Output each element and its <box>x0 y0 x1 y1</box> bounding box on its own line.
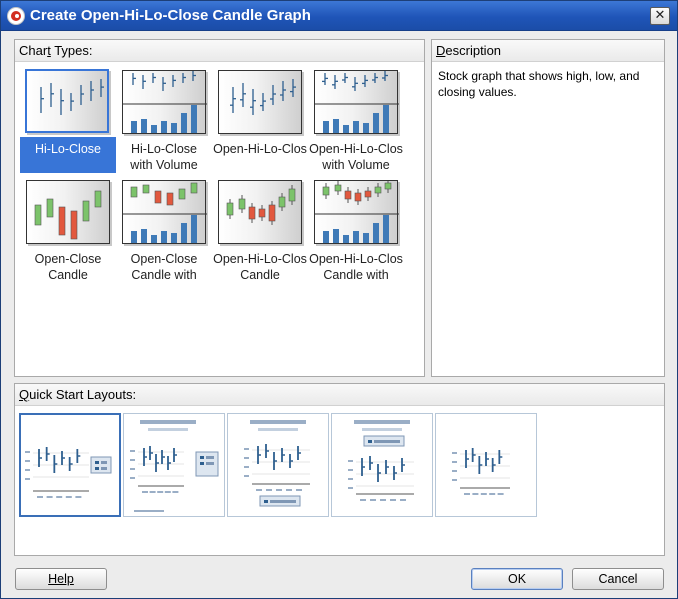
chart-type-label: Hi-Lo-Close <box>20 137 116 173</box>
chart-type-label: Open-Hi-Lo-Clos with Volume <box>309 142 403 172</box>
open-hi-lo-close-chart-icon <box>218 70 302 134</box>
chart-type-label: Open-Close Candle <box>34 252 102 282</box>
chart-type-hi-lo-close[interactable]: Hi-Lo-Close <box>20 67 116 175</box>
hi-lo-close-volume-chart-icon <box>122 70 207 134</box>
chart-type-open-close-candle-volume[interactable]: Open-Close Candle with <box>116 177 212 285</box>
close-button[interactable]: ✕ <box>650 7 670 25</box>
open-close-candle-chart-icon <box>26 180 110 244</box>
chart-type-open-close-candle[interactable]: Open-Close Candle <box>20 177 116 285</box>
layout-legend-right[interactable] <box>19 413 121 517</box>
open-hi-lo-close-candle-chart-icon <box>218 180 302 244</box>
chart-type-label: Open-Close Candle with <box>130 252 198 282</box>
description-label: Description <box>436 43 502 58</box>
help-button[interactable]: Help <box>15 568 107 590</box>
description-panel: Description Stock graph that shows high,… <box>431 39 665 377</box>
ok-button[interactable]: OK <box>471 568 563 590</box>
layout-title-legend-right[interactable] <box>123 413 225 517</box>
cancel-button[interactable]: Cancel <box>572 568 664 590</box>
app-icon <box>7 7 25 25</box>
open-hi-lo-close-volume-chart-icon <box>314 70 399 134</box>
chart-type-open-hi-lo-close-candle-volume[interactable]: Open-Hi-Lo-Clos Candle with <box>308 177 404 285</box>
chart-type-label: Open-Hi-Lo-Clos <box>213 142 307 156</box>
title-bar[interactable]: Create Open-Hi-Lo-Close Candle Graph ✕ <box>1 1 677 31</box>
layout-title-legend-top[interactable] <box>331 413 433 517</box>
chart-types-label: Chart Types: <box>19 43 93 58</box>
chart-type-label: Open-Hi-Lo-Clos Candle with <box>309 252 403 282</box>
window-title: Create Open-Hi-Lo-Close Candle Graph <box>30 7 311 24</box>
layout-title-legend-bottom[interactable] <box>227 413 329 517</box>
quick-start-panel: Quick Start Layouts: <box>14 383 665 556</box>
chart-types-panel: Chart Types: Hi-Lo-Close Hi-Lo-Close with… <box>14 39 425 377</box>
chart-type-open-hi-lo-close[interactable]: Open-Hi-Lo-Clos <box>212 67 308 175</box>
open-close-candle-volume-chart-icon <box>122 180 207 244</box>
chart-type-label: Hi-Lo-Close with Volume <box>130 142 198 172</box>
description-text: Stock graph that shows high, low, and cl… <box>438 69 640 99</box>
layout-plain[interactable] <box>435 413 537 517</box>
open-hi-lo-close-candle-volume-chart-icon <box>314 180 399 244</box>
chart-type-label: Open-Hi-Lo-Clos Candle <box>213 252 307 282</box>
hi-lo-close-chart-icon <box>25 69 109 133</box>
help-button-label: Help <box>48 572 74 586</box>
chart-type-open-hi-lo-close-candle[interactable]: Open-Hi-Lo-Clos Candle <box>212 177 308 285</box>
chart-type-hi-lo-close-volume[interactable]: Hi-Lo-Close with Volume <box>116 67 212 175</box>
chart-type-open-hi-lo-close-volume[interactable]: Open-Hi-Lo-Clos with Volume <box>308 67 404 175</box>
quick-start-label: Quick Start Layouts: <box>19 387 137 402</box>
